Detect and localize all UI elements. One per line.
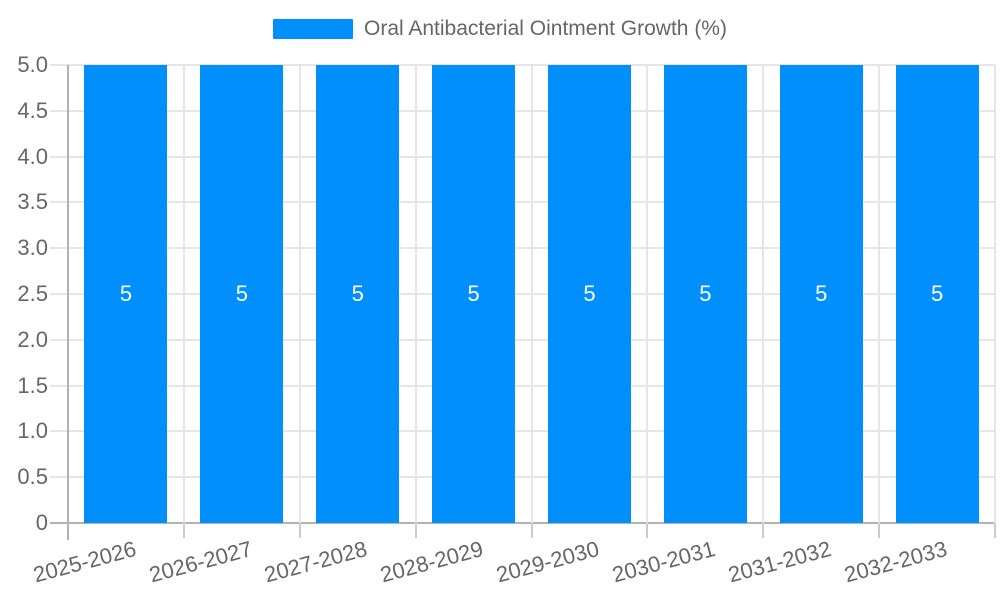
bar-value-label: 5 [815,281,828,306]
legend[interactable]: Oral Antibacterial Ointment Growth (%) [0,0,1000,58]
y-axis-label: 3.0 [17,235,48,261]
x-gridline [762,65,765,523]
y-axis-line [67,65,69,540]
y-axis-label: 4.5 [17,97,48,123]
bar[interactable]: 5 [432,65,516,523]
x-gridline [298,65,301,523]
bar-value-label: 5 [699,281,712,306]
x-gridline [994,65,996,523]
x-axis-tick [530,523,533,538]
bar-value-label: 5 [467,281,480,306]
x-axis-tick [298,523,301,538]
y-axis-label: 0 [35,510,48,535]
bar-value-label: 5 [930,281,944,306]
x-gridline [414,65,417,523]
y-gridline [50,293,995,295]
x-axis-label: 2031-2032 [725,536,834,588]
y-axis-label: 1.0 [17,418,48,444]
bar[interactable]: 5 [547,65,631,523]
y-gridline [50,338,995,341]
y-axis-label: 2.5 [17,281,48,306]
y-axis-label: 2.0 [17,326,48,352]
y-axis-label: 5.0 [17,52,48,77]
x-gridline [182,65,185,523]
y-gridline [50,201,995,204]
x-axis-label: 2030-2031 [609,536,718,588]
bar[interactable]: 5 [316,65,400,523]
x-axis-tick [182,523,185,538]
y-axis-label: 0.5 [17,464,48,490]
legend-label: Oral Antibacterial Ointment Growth (%) [364,17,727,40]
y-gridline [50,430,995,433]
x-axis-tick [762,523,765,538]
y-gridline [50,247,995,250]
x-axis-line [50,522,995,524]
x-axis-tick [646,523,649,538]
y-axis-label: 1.5 [17,372,48,398]
x-axis-label: 2028-2029 [377,536,487,588]
y-gridline [50,155,995,158]
bar-value-label: 5 [235,281,248,306]
bar[interactable]: 5 [895,65,979,523]
bar[interactable]: 5 [663,65,747,523]
x-gridline [878,65,881,523]
bar[interactable]: 5 [84,65,168,523]
x-axis-label: 2027-2028 [262,536,371,588]
bar[interactable]: 5 [779,65,863,523]
x-axis-label: 2032-2033 [841,536,950,588]
y-gridline [50,476,995,479]
x-axis-tick [878,523,881,538]
y-gridline [50,109,995,112]
bar-value-label: 5 [119,281,133,306]
y-gridline [50,64,995,66]
y-axis-label: 4.0 [17,143,48,169]
x-gridline [646,65,649,523]
bar-value-label: 5 [351,281,364,306]
bar-value-label: 5 [583,281,596,306]
x-gridline [530,65,533,523]
y-gridline [50,384,995,387]
x-axis-label: 2029-2030 [493,536,602,588]
x-axis-tick [994,523,996,538]
bar[interactable]: 5 [200,65,284,523]
x-axis-label: 2026-2027 [146,536,255,588]
x-axis-tick [414,523,417,538]
x-axis-label: 2025-2026 [30,536,139,588]
legend-swatch [273,19,354,39]
y-axis-label: 3.5 [17,189,48,215]
